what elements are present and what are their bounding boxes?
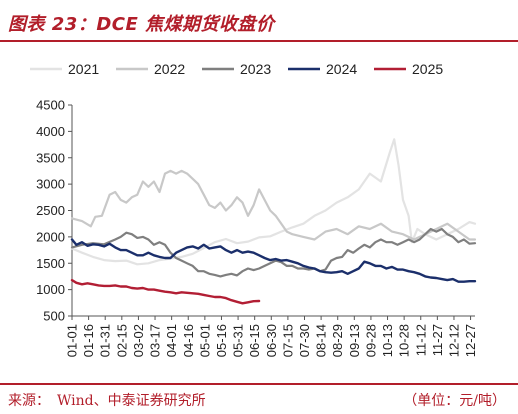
x-tick-label: 08-14	[314, 324, 329, 357]
chart-title: 图表 23：DCE 焦煤期货收盘价	[8, 14, 275, 35]
x-tick-label: 12-12	[446, 324, 461, 357]
source-note: 来源： Wind、中泰证券研究所	[8, 393, 206, 409]
x-tick-label: 07-30	[297, 324, 312, 357]
x-tick-label: 06-30	[264, 324, 279, 357]
y-tick-label: 2500	[36, 203, 65, 218]
y-tick-label: 3500	[36, 150, 65, 165]
y-tick-label: 1500	[36, 256, 65, 271]
x-tick-label: 01-31	[98, 324, 113, 357]
legend-item-2021: 2021	[30, 61, 99, 77]
x-tick-label: 07-15	[280, 324, 295, 357]
y-tick-label: 4500	[36, 98, 65, 113]
x-tick-label: 08-29	[330, 324, 345, 357]
x-tick-label: 04-01	[164, 324, 179, 357]
legend-item-2025: 2025	[374, 61, 443, 77]
x-tick-label: 01-16	[81, 324, 96, 357]
line-chart: 2021 2022 2023 2024 2025 500 1000 1500 2000 2500…	[30, 61, 478, 357]
legend-label: 2024	[326, 61, 357, 77]
legend-item-2023: 2023	[202, 61, 271, 77]
x-tick-label: 03-17	[148, 324, 163, 357]
series-line-2024	[70, 238, 477, 283]
y-tick-label: 500	[43, 309, 65, 324]
title-bar: 图表 23：DCE 焦煤期货收盘价	[0, 0, 518, 40]
title-underline	[0, 40, 518, 42]
x-tick-label: 05-31	[231, 324, 246, 357]
x-tick-label: 05-16	[214, 324, 229, 357]
y-tick-label: 2000	[36, 229, 65, 244]
chart-legend: 2021 2022 2023 2024 2025	[30, 61, 443, 77]
x-tick-label: 06-15	[247, 324, 262, 357]
footer: 来源： Wind、中泰证券研究所 （单位：元/吨）	[0, 383, 518, 414]
unit-note: （单位：元/吨）	[403, 393, 506, 409]
x-tick-label: 09-13	[347, 324, 362, 357]
legend-label: 2022	[154, 61, 185, 77]
x-tick-label: 04-16	[181, 324, 196, 357]
y-tick-label: 3000	[36, 177, 65, 192]
y-axis: 500 1000 1500 2000 2500 3000 3500 4000 4500	[36, 98, 73, 324]
legend-item-2024: 2024	[288, 61, 357, 77]
legend-label: 2021	[68, 61, 99, 77]
series-lines	[70, 138, 477, 305]
x-tick-label: 05-01	[197, 324, 212, 357]
x-tick-label: 01-01	[65, 324, 80, 357]
x-tick-label: 09-28	[363, 324, 378, 357]
y-tick-label: 1000	[36, 282, 65, 297]
series-line-2023	[70, 227, 477, 278]
footer-rule	[0, 383, 518, 385]
x-tick-label: 10-13	[380, 324, 395, 357]
series-line-2025	[70, 278, 261, 305]
legend-item-2022: 2022	[116, 61, 185, 77]
y-tick-label: 4000	[36, 124, 65, 139]
x-tick-label: 03-02	[131, 324, 146, 357]
legend-label: 2023	[240, 61, 271, 77]
legend-label: 2025	[412, 61, 443, 77]
series-line-2022	[70, 169, 477, 241]
x-tick-label: 12-27	[463, 324, 478, 357]
x-tick-label: 11-27	[430, 324, 445, 356]
x-axis: 01-01 01-16 01-31 02-15 03-02 03-17 04-01 04-16…	[65, 315, 478, 357]
series-line-2021	[70, 138, 477, 266]
x-tick-label: 11-12	[413, 324, 428, 356]
x-tick-label: 02-15	[114, 324, 129, 357]
x-tick-label: 10-28	[397, 324, 412, 357]
